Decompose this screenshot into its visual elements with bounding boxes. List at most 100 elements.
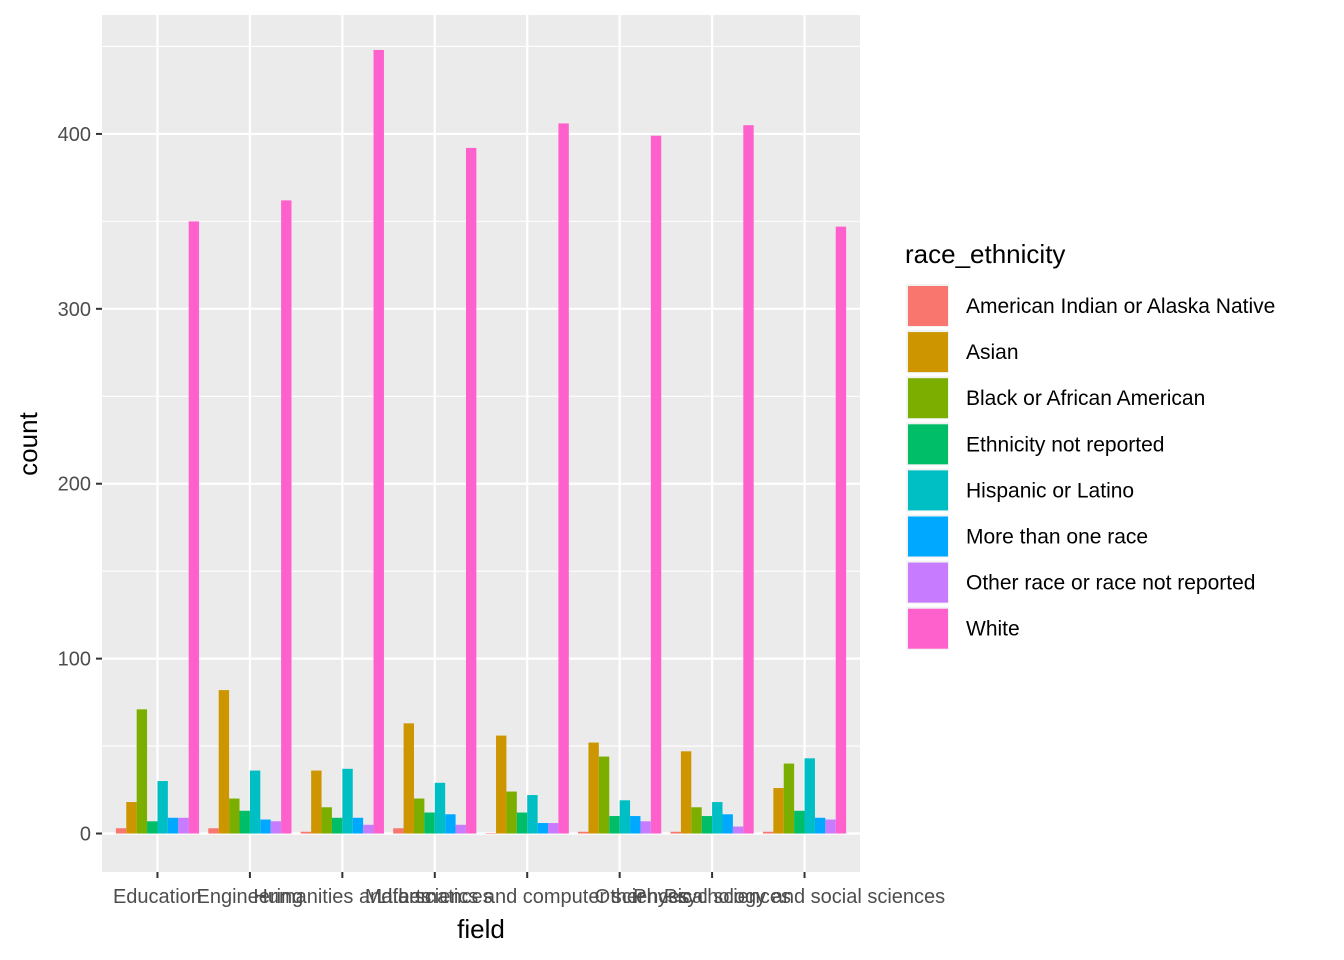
x-tick-label: Psychology and social sciences	[664, 886, 945, 908]
bar	[342, 768, 353, 834]
legend-label: Other race or race not reported	[966, 572, 1255, 595]
bar	[300, 831, 312, 834]
bar	[527, 795, 538, 834]
bar	[630, 816, 641, 834]
bar	[516, 812, 528, 834]
y-tick-label: 300	[58, 299, 91, 321]
x-tick-label: Engineering	[197, 886, 304, 908]
bar	[485, 833, 497, 835]
bar	[609, 816, 620, 834]
bar	[136, 709, 148, 834]
bar	[270, 821, 282, 834]
bar	[403, 723, 414, 834]
legend: race_ethnicity American Indian or Alaska…	[905, 239, 1275, 650]
bar	[640, 821, 651, 834]
legend-label: White	[966, 618, 1020, 641]
y-tick-label: 0	[80, 824, 91, 846]
bar	[147, 821, 158, 834]
x-tick-label: Education	[113, 886, 202, 908]
bar	[178, 817, 189, 834]
bar	[496, 735, 507, 834]
bar	[281, 200, 292, 834]
bar	[619, 800, 631, 834]
bar	[373, 49, 384, 834]
x-tick-label: Mathematics and computer sciences	[365, 886, 690, 908]
bar	[558, 123, 569, 834]
y-axis: 0 100 200 300 400	[58, 124, 102, 846]
bar	[424, 812, 435, 834]
bar	[249, 770, 261, 834]
bar	[126, 802, 137, 834]
bar	[363, 824, 374, 834]
bar	[650, 135, 662, 834]
y-tick-label: 200	[58, 474, 91, 496]
bar	[691, 807, 702, 834]
bar	[434, 782, 446, 834]
legend-key	[908, 286, 948, 326]
bar	[445, 814, 456, 834]
bar	[352, 817, 364, 834]
bar	[835, 226, 847, 834]
bar	[465, 147, 477, 834]
bar	[537, 823, 549, 834]
legend-label: Ethnicity not reported	[966, 433, 1164, 456]
bar	[578, 831, 589, 834]
bar	[743, 125, 754, 834]
bars	[115, 49, 847, 835]
bar	[188, 221, 200, 834]
x-tick-label: Other	[595, 886, 645, 908]
bar	[239, 810, 250, 834]
bar	[825, 819, 836, 834]
bar	[311, 770, 322, 834]
bar	[393, 828, 404, 834]
bar	[208, 828, 219, 834]
bar	[670, 831, 681, 834]
x-tick-label: Life sciences	[377, 886, 493, 908]
legend-label: Black or African American	[966, 387, 1205, 410]
bar	[455, 824, 466, 834]
legend-key	[908, 470, 948, 511]
x-axis-title: field	[457, 914, 505, 944]
bar	[814, 817, 826, 834]
bar	[783, 763, 795, 834]
y-axis-title: count	[13, 411, 43, 475]
bar	[331, 817, 343, 834]
bar	[762, 831, 774, 834]
bar	[229, 798, 240, 834]
legend-key	[908, 424, 948, 465]
legend-key	[908, 378, 948, 419]
bar	[548, 823, 559, 834]
legend-key	[908, 516, 948, 557]
bar	[712, 802, 723, 834]
y-tick-label: 400	[58, 124, 91, 146]
legend-key	[908, 332, 948, 373]
bar	[598, 756, 610, 834]
bar	[115, 828, 127, 834]
bar	[794, 810, 805, 834]
bar	[732, 826, 744, 834]
bar	[167, 817, 179, 834]
legend-title: race_ethnicity	[905, 239, 1065, 269]
legend-label: More than one race	[966, 526, 1148, 549]
bar	[218, 690, 230, 834]
bar	[773, 788, 784, 834]
bar	[722, 814, 733, 834]
bar	[804, 758, 815, 834]
legend-key	[908, 562, 948, 603]
bar	[506, 791, 517, 834]
bar	[157, 781, 168, 834]
bar	[413, 798, 425, 834]
bar	[321, 807, 332, 834]
legend-label: Hispanic or Latino	[966, 479, 1134, 502]
legend-key	[908, 608, 948, 649]
bar	[680, 751, 692, 834]
bar	[701, 816, 713, 834]
legend-label: Asian	[966, 341, 1019, 364]
bar	[588, 742, 599, 834]
grid-major	[102, 15, 860, 872]
y-tick-label: 100	[58, 649, 91, 671]
legend-label: American Indian or Alaska Native	[966, 295, 1275, 318]
x-tick-label: Humanities and arts	[253, 886, 431, 908]
